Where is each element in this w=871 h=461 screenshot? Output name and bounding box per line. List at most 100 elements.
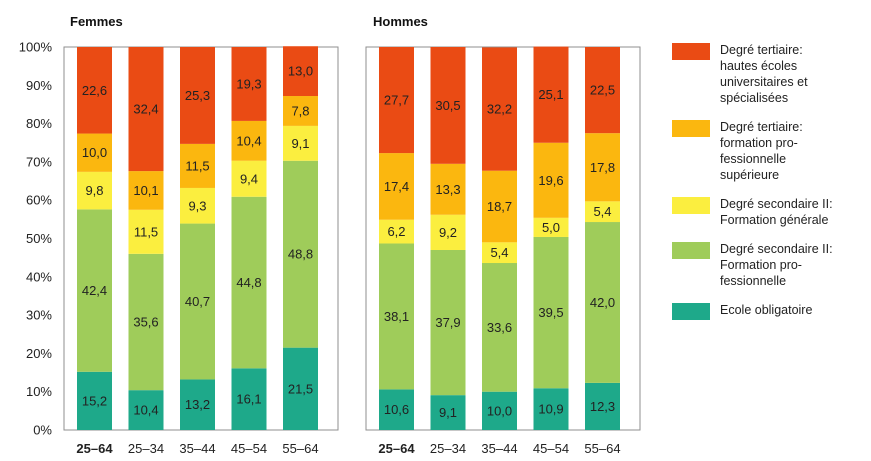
data-label: 10,6 — [384, 402, 409, 417]
data-label: 5,4 — [490, 245, 508, 260]
data-label: 33,6 — [487, 320, 512, 335]
y-tick-label: 40% — [26, 269, 52, 284]
legend-label: Degré secondaire II: Formation générale — [720, 197, 833, 227]
y-tick-label: 100% — [19, 40, 53, 55]
data-label: 22,5 — [590, 83, 615, 98]
legend-swatch — [672, 43, 710, 60]
y-tick-label: 70% — [26, 154, 52, 169]
bar-segment — [482, 391, 517, 430]
bar-segment — [283, 347, 318, 430]
data-label: 13,2 — [185, 397, 210, 412]
y-tick-label: 20% — [26, 346, 52, 361]
data-label: 22,6 — [82, 83, 107, 98]
data-label: 11,5 — [134, 224, 158, 239]
bar-segment — [585, 133, 620, 202]
data-label: 9,1 — [291, 136, 309, 151]
bar-segment — [180, 379, 215, 430]
y-tick-label: 90% — [26, 78, 52, 93]
data-label: 10,0 — [82, 145, 107, 160]
legend-item-tertiary-university: Degré tertiaire: hautes écoles universit… — [672, 42, 868, 106]
legend-swatch — [672, 303, 710, 320]
bar-segment — [585, 201, 620, 223]
data-label: 17,4 — [384, 179, 409, 194]
y-tick-label: 30% — [26, 308, 52, 323]
data-label: 6,2 — [387, 224, 405, 239]
bar-segment — [231, 160, 267, 197]
data-label: 48,8 — [288, 247, 313, 262]
bar-segment — [180, 143, 215, 188]
bar-segment — [482, 242, 517, 264]
data-label: 25,1 — [538, 87, 563, 102]
data-label: 21,5 — [288, 381, 313, 396]
bar-segment — [533, 46, 569, 143]
legend-swatch — [672, 242, 710, 259]
bar-segment — [128, 171, 164, 210]
data-label: 9,8 — [85, 183, 103, 198]
panel-title: Hommes — [373, 14, 428, 29]
data-label: 32,4 — [133, 102, 158, 117]
data-label: 13,0 — [288, 64, 313, 79]
x-tick-label: 45–54 — [533, 441, 569, 456]
data-label: 13,3 — [435, 182, 460, 197]
data-label: 42,0 — [590, 295, 615, 310]
bar-segment — [585, 382, 620, 430]
bar-segment — [430, 395, 466, 430]
bar-segment — [128, 253, 164, 391]
legend-swatch — [672, 120, 710, 137]
legend-label: Degré secondaire II: Formation pro- fess… — [720, 242, 833, 288]
data-label: 19,3 — [236, 76, 261, 91]
data-label: 44,8 — [236, 275, 261, 290]
bar-segment — [180, 47, 215, 144]
data-label: 10,0 — [487, 403, 512, 418]
y-tick-label: 0% — [33, 423, 52, 438]
bar-segment — [77, 47, 112, 134]
data-label: 27,7 — [384, 93, 409, 108]
x-tick-label: 25–34 — [128, 441, 164, 456]
data-label: 18,7 — [487, 199, 512, 214]
bar-segment — [283, 96, 318, 126]
data-label: 11,5 — [185, 158, 209, 173]
legend-label: Degré tertiaire: formation pro- fessionn… — [720, 120, 803, 182]
bar-segment — [482, 170, 517, 243]
data-label: 16,1 — [236, 392, 261, 407]
bar-segment — [482, 263, 517, 392]
y-tick-label: 50% — [26, 231, 52, 246]
bar-segment — [128, 47, 164, 172]
data-label: 19,6 — [538, 173, 563, 188]
bar-segment — [585, 47, 620, 134]
bar-segment — [231, 368, 267, 430]
bar-segment — [77, 371, 112, 430]
data-label: 35,6 — [133, 314, 158, 329]
bar-segment — [430, 214, 466, 250]
legend: Degré tertiaire: hautes écoles universit… — [672, 42, 868, 333]
data-label: 17,8 — [590, 160, 615, 175]
data-label: 12,3 — [590, 399, 615, 414]
legend-label: Degré tertiaire: hautes écoles universit… — [720, 43, 808, 105]
x-tick-label: 35–44 — [481, 441, 517, 456]
bar-segment — [533, 236, 569, 389]
legend-swatch — [672, 197, 710, 214]
data-label: 10,4 — [133, 403, 158, 418]
x-tick-label: 55–64 — [282, 441, 318, 456]
data-label: 42,4 — [82, 283, 107, 298]
x-tick-label: 25–64 — [378, 441, 415, 456]
bar-segment — [379, 153, 414, 220]
data-label: 10,9 — [538, 402, 563, 417]
bar-segment — [379, 389, 414, 430]
data-label: 9,2 — [439, 225, 457, 240]
x-tick-label: 45–54 — [231, 441, 267, 456]
legend-label: Ecole obligatoire — [720, 303, 813, 317]
data-label: 9,3 — [188, 198, 206, 213]
data-label: 25,3 — [185, 88, 210, 103]
legend-item-tertiary-professional: Degré tertiaire: formation pro- fessionn… — [672, 119, 868, 183]
data-label: 10,1 — [133, 183, 158, 198]
x-tick-label: 35–44 — [179, 441, 215, 456]
bar-segment — [283, 125, 318, 161]
panel-title: Femmes — [70, 14, 123, 29]
data-label: 39,5 — [538, 305, 563, 320]
legend-item-compulsory-school: Ecole obligatoire — [672, 302, 868, 320]
data-label: 5,4 — [593, 204, 611, 219]
x-tick-label: 25–64 — [76, 441, 113, 456]
bar-segment — [379, 243, 414, 390]
data-label: 9,4 — [240, 171, 258, 186]
